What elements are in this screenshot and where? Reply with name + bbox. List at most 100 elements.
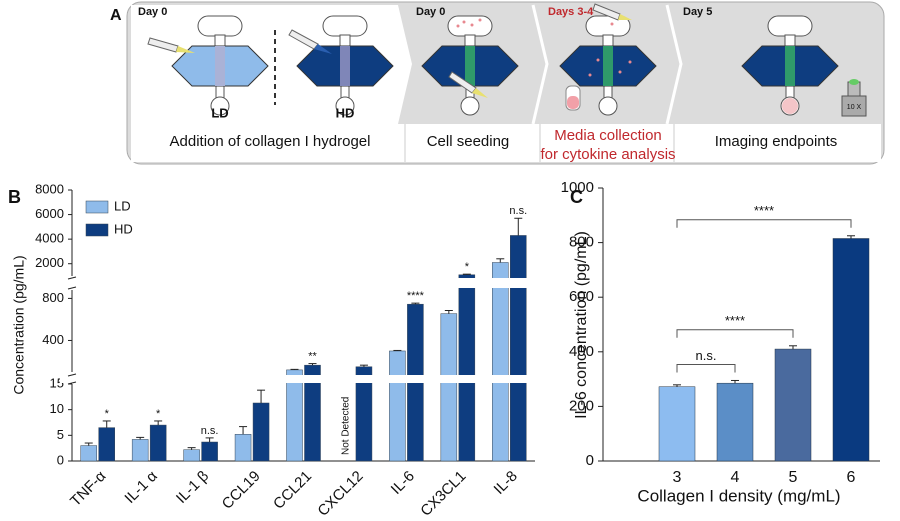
legend-swatch [85, 200, 109, 214]
y-tick-label: 6000 [35, 206, 64, 221]
bar [98, 427, 115, 462]
significance-label: * [465, 261, 470, 273]
significance-bracket [676, 219, 852, 228]
step-caption: Imaging endpoints [715, 133, 838, 150]
x-tick-label: IL-6 [388, 468, 418, 498]
step-caption: Cell seeding [427, 133, 510, 150]
bar [716, 382, 754, 462]
channel [340, 46, 350, 86]
x-tick-label: IL-8 [491, 468, 521, 498]
axis-break-mark [67, 381, 77, 385]
bar [286, 369, 303, 462]
bar [774, 348, 812, 462]
x-tick-label: IL-1 α [121, 467, 161, 507]
channel [603, 46, 613, 86]
caption-band [131, 124, 881, 162]
bar [440, 313, 458, 462]
significance-label: ** [308, 350, 317, 362]
y-tick-label: 10 [50, 401, 64, 416]
bar [658, 386, 696, 462]
significance-label: ** [257, 377, 266, 389]
significance-bracket [676, 329, 794, 338]
bar [234, 434, 252, 462]
annotation: Not Detected [341, 397, 352, 455]
x-tick-label: IL-1 β [173, 467, 213, 507]
x-tick-label: TNF-α [67, 467, 110, 510]
step-day: Day 0 [416, 6, 445, 18]
y-tick-label: 0 [57, 452, 64, 467]
step-caption: Media collection [554, 127, 662, 144]
y-axis-label: Concentration (pg/mL) [11, 255, 27, 394]
y-tick-label: 200 [569, 397, 594, 414]
significance-label: n.s. [509, 205, 527, 217]
x-tick-label: 5 [789, 469, 798, 486]
legend-label: LD [114, 198, 131, 213]
bar [149, 424, 167, 462]
y-tick-label: 600 [569, 288, 594, 305]
significance-label: n.s. [201, 425, 219, 437]
step-caption: Addition of collagen I hydrogel [170, 133, 371, 150]
x-tick-label: 6 [847, 469, 856, 486]
legend-swatch [85, 223, 109, 237]
y-tick-label: 8000 [35, 181, 64, 196]
channel [465, 46, 475, 86]
x-tick-label: 3 [673, 469, 682, 486]
bar [832, 238, 870, 462]
significance-bracket [676, 363, 736, 373]
step-divider [531, 4, 549, 125]
y-tick-label: 1000 [561, 179, 594, 196]
significance-label: * [156, 408, 161, 420]
panel-label: C [570, 187, 583, 207]
axis-break-mark [67, 373, 77, 377]
step-divider [665, 4, 683, 125]
legend-label: HD [114, 221, 133, 236]
significance-label: * [105, 408, 110, 420]
axis-break-mark [67, 286, 77, 290]
bar [389, 350, 406, 462]
significance-label: **** [725, 313, 745, 328]
bar [510, 235, 527, 462]
x-tick-label: CXCL12 [314, 468, 366, 520]
panel-a: A Day 0 LD HD Addition of collagen I hyd… [110, 1, 885, 165]
bar [492, 262, 509, 462]
x-tick-label: CX3CL1 [417, 468, 469, 520]
y-tick-label: 800 [42, 290, 64, 305]
condition-label: HD [336, 105, 355, 120]
bar [252, 402, 270, 462]
y-tick-label: 5 [57, 427, 64, 442]
significance-label: n.s. [696, 348, 717, 363]
x-tick-label: CCL19 [219, 468, 264, 513]
y-tick-label: 800 [569, 234, 594, 251]
condition-label: LD [211, 105, 228, 120]
axis-break [60, 375, 540, 383]
y-tick-label: 400 [569, 343, 594, 360]
y-axis-label: IL-6 concentration (pg/mL) [573, 231, 590, 419]
objective-label: 10 X [847, 104, 862, 111]
cells [456, 18, 632, 77]
significance-label: **** [754, 203, 774, 218]
step-caption: for cytokine analysis [540, 146, 675, 163]
axis-break [60, 278, 540, 288]
panel-label: A [110, 7, 122, 24]
y-tick-label: 0 [586, 452, 594, 469]
step-day: Days 3-4 [548, 6, 594, 18]
bar [201, 441, 218, 462]
step-day: Day 0 [138, 6, 167, 18]
x-tick-label: CCL21 [270, 468, 315, 513]
y-tick-label: 4000 [35, 231, 64, 246]
channel [785, 46, 795, 86]
step-day: Day 5 [683, 6, 712, 18]
x-axis-label: Collagen I density (mg/mL) [637, 486, 840, 505]
bar [183, 449, 200, 462]
reservoir [782, 98, 798, 114]
bar [458, 274, 476, 462]
panel-label: B [8, 187, 21, 207]
y-tick-label: 2000 [35, 255, 64, 270]
x-tick-label: 4 [731, 469, 740, 486]
pipettes [147, 3, 867, 117]
bar [80, 445, 97, 462]
axis-break-mark [67, 276, 77, 280]
channel [215, 46, 225, 86]
